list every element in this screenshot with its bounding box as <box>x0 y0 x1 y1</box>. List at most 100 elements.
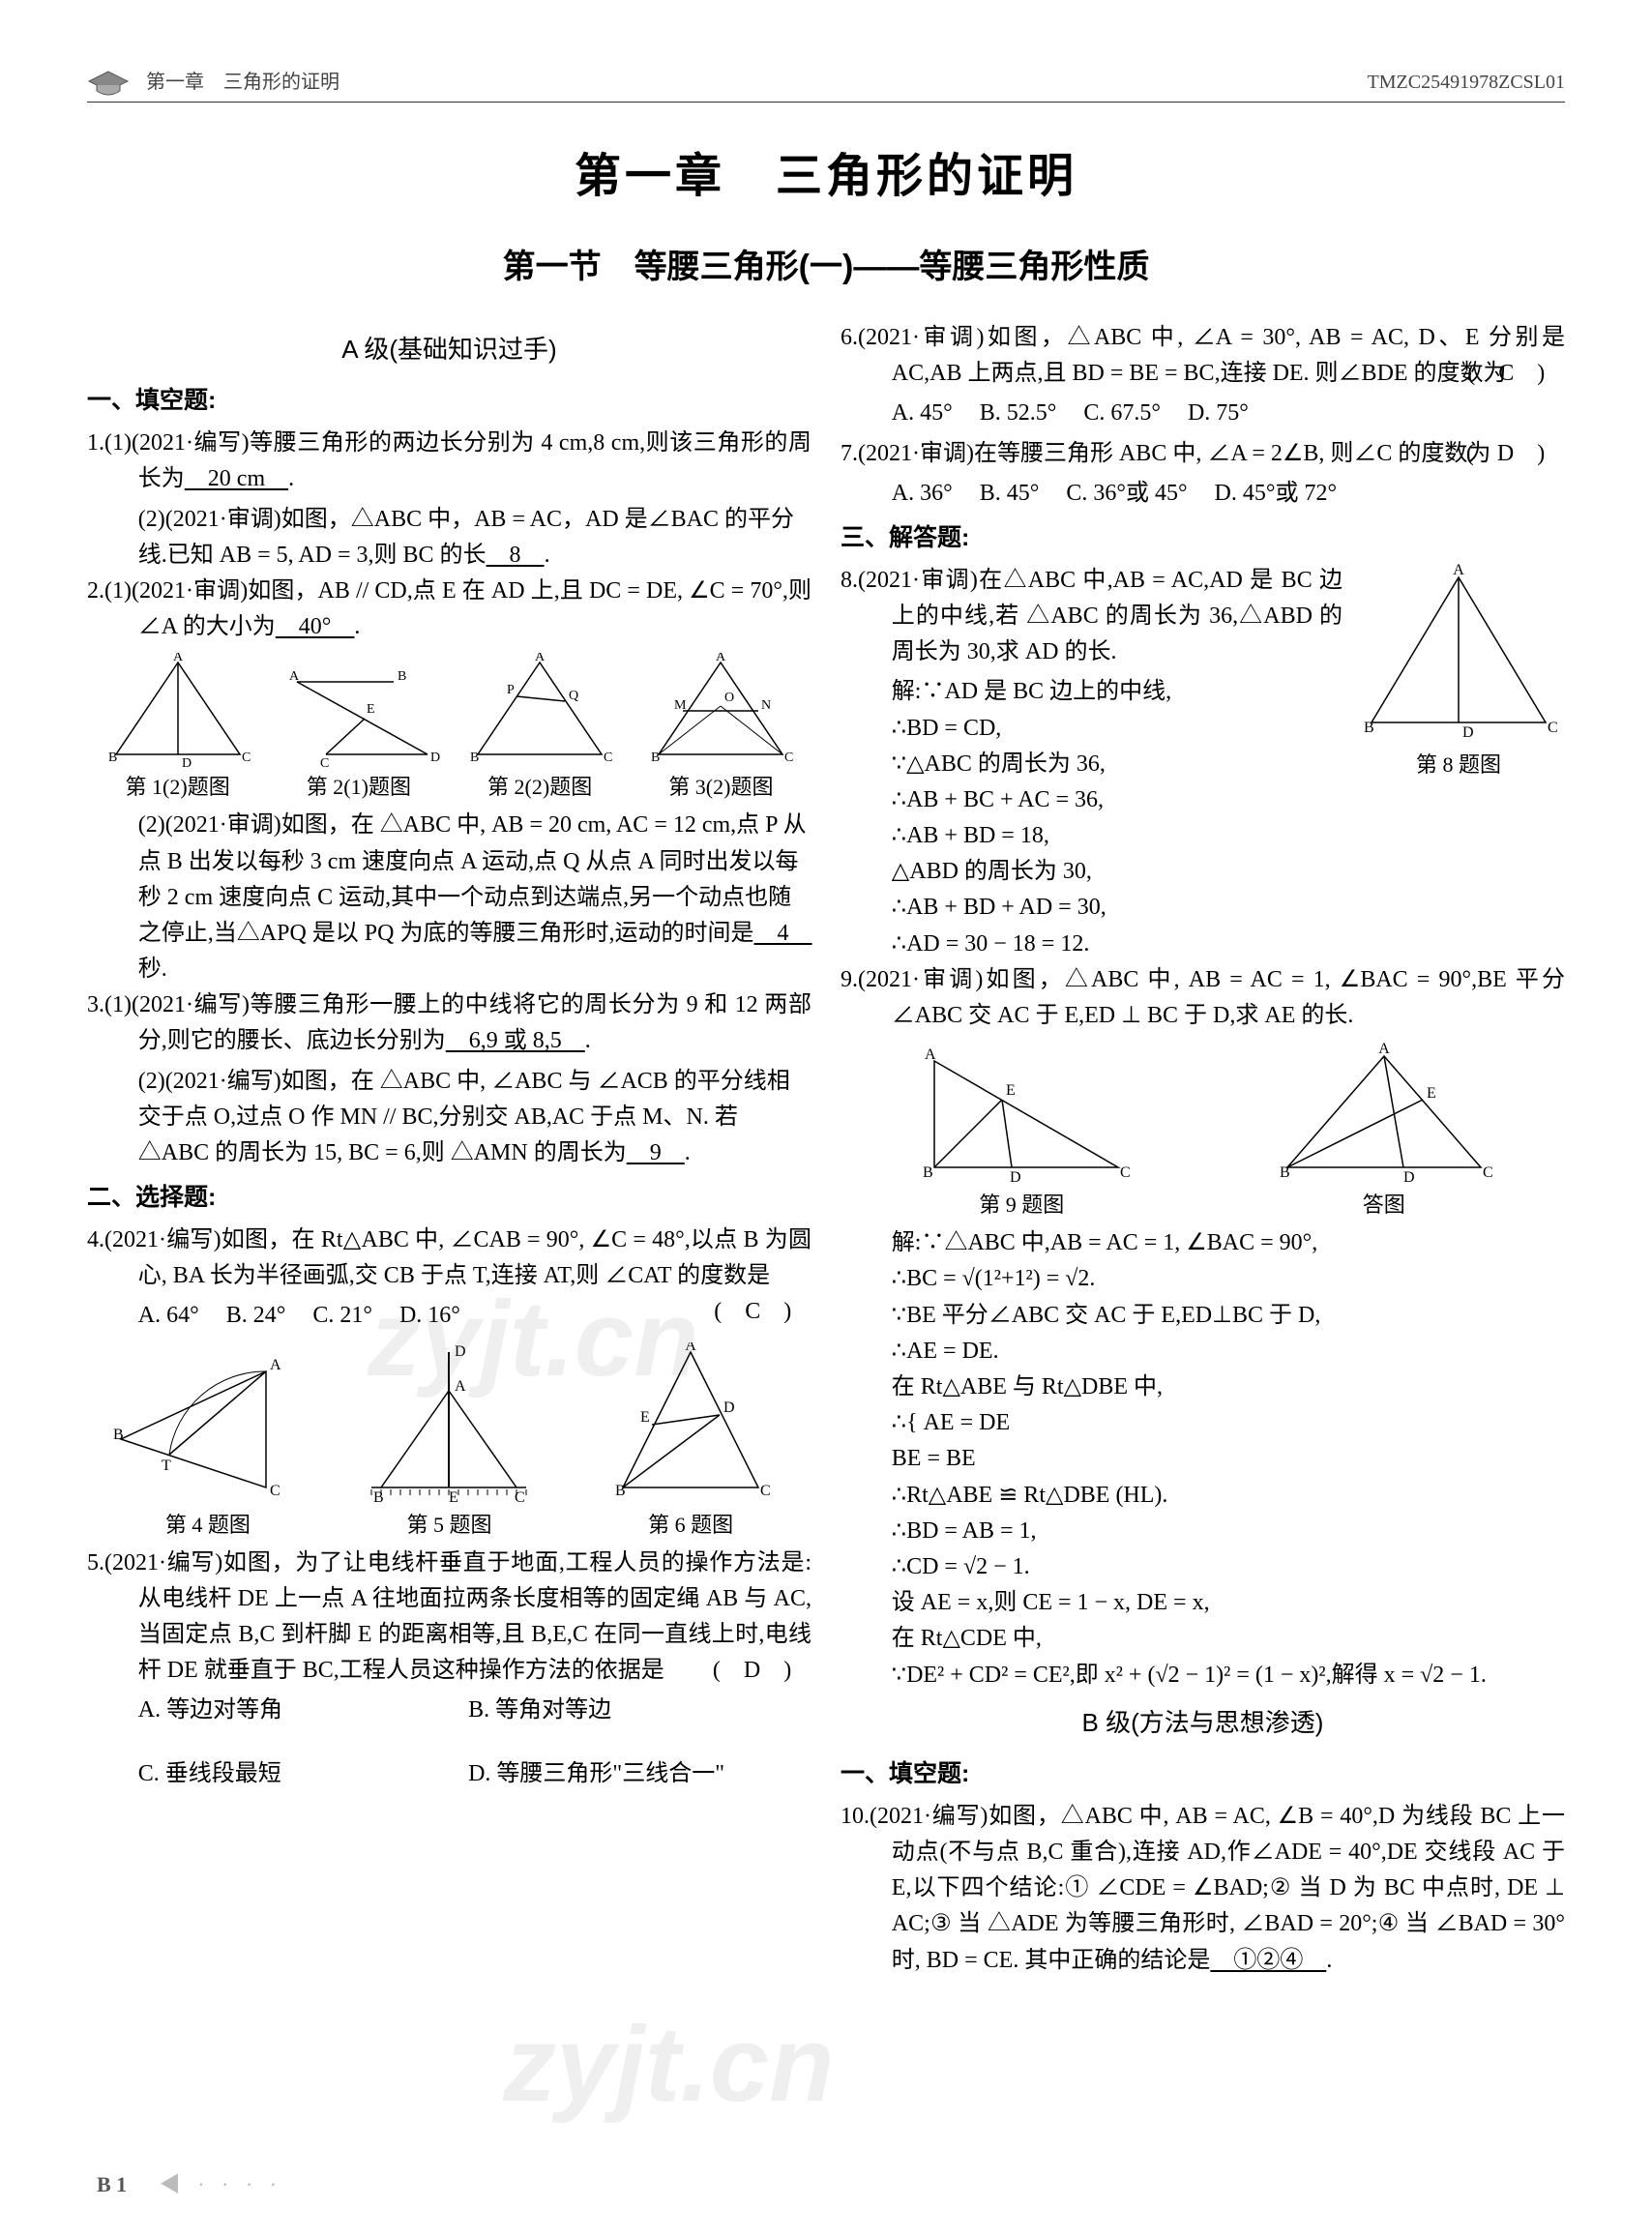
svg-text:A: A <box>289 669 300 684</box>
q7-answer: ( D ) <box>1518 436 1565 472</box>
chapter-title: 第一章 三角形的证明 <box>87 141 1565 213</box>
svg-text:P: P <box>507 683 515 697</box>
svg-text:D: D <box>1403 1169 1415 1186</box>
svg-text:O: O <box>724 691 734 705</box>
svg-text:Q: Q <box>569 689 578 703</box>
svg-text:B: B <box>470 751 479 765</box>
q3-2: (2)(2021·编写)如图，在 △ABC 中, ∠ABC 与 ∠ACB 的平分… <box>87 1064 811 1172</box>
q1-2: (2)(2021·审调)如图，△ABC 中，AB = AC，AD 是∠BAC 的… <box>87 502 811 574</box>
q5-opts: A. 等边对等角 B. 等角对等边 C. 垂线段最短 D. 等腰三角形"三线合一… <box>87 1693 811 1791</box>
svg-text:D: D <box>430 751 440 765</box>
q7d: D. 45°或 72° <box>1215 476 1338 512</box>
ans1-1: 20 cm <box>185 466 288 491</box>
svg-text:A: A <box>925 1046 936 1063</box>
ans1-2: 8 <box>487 543 545 568</box>
q5b: B. 等角对等边 <box>468 1693 771 1728</box>
svg-text:B: B <box>1280 1164 1290 1181</box>
svg-text:N: N <box>761 698 771 713</box>
svg-text:E: E <box>640 1409 650 1426</box>
q6: 6.(2021·审调)如图，△ABC 中, ∠A = 30°, AB = AC,… <box>841 320 1565 392</box>
q1-1: 1.(1)(2021·编写)等腰三角形的两边长分别为 4 cm,8 cm,则该三… <box>87 426 811 497</box>
svg-text:A: A <box>535 653 546 664</box>
sol9: 解:∵△ABC 中,AB = AC = 1, ∠BAC = 90°, ∴BC =… <box>841 1225 1565 1693</box>
fig-9: ABCED 第 9 题图 <box>896 1042 1147 1222</box>
figcap-2-2: 第 2(2)题图 <box>458 771 621 804</box>
svg-text:B: B <box>373 1489 384 1506</box>
ans10: ①②④ <box>1210 1948 1326 1973</box>
ans2-1: 40° <box>276 614 355 639</box>
page-num-text: B 1 <box>97 2172 127 2196</box>
svg-text:C: C <box>1548 720 1558 736</box>
figcap-1-2: 第 1(2)题图 <box>97 771 259 804</box>
page-number: B 1 ◀ · · · · <box>97 2168 282 2201</box>
breadcrumb-text: 第一章 三角形的证明 <box>146 72 339 93</box>
svg-text:A: A <box>270 1357 281 1373</box>
figcap-2-1: 第 2(1)题图 <box>278 771 440 804</box>
fig-3-2: ABCMNO 第 3(2)题图 <box>639 653 802 804</box>
figcap-6: 第 6 题图 <box>594 1509 787 1542</box>
q5a: A. 等边对等角 <box>138 1693 441 1728</box>
svg-text:A: A <box>716 653 726 664</box>
svg-text:A: A <box>1378 1042 1390 1057</box>
svg-text:D: D <box>1462 724 1474 741</box>
svg-text:C: C <box>320 756 329 769</box>
svg-text:C: C <box>760 1483 771 1499</box>
fig-row-9: ABCED 第 9 题图 ABCDE 答图 <box>841 1042 1565 1222</box>
svg-text:C: C <box>270 1483 280 1499</box>
svg-text:C: C <box>604 751 612 765</box>
svg-text:E: E <box>449 1489 458 1506</box>
q7a: A. 36° <box>892 476 953 512</box>
q5: 5.(2021·编写)如图，为了让电线杆垂直于地面,工程人员的操作方法是:从电线… <box>87 1546 811 1690</box>
svg-text:B: B <box>923 1164 933 1181</box>
svg-text:B: B <box>108 751 117 765</box>
footer-dots: ◀ · · · · <box>133 2172 282 2196</box>
q6-text: 6.(2021·审调)如图，△ABC 中, ∠A = 30°, AB = AC,… <box>841 325 1565 386</box>
q7-text: 7.(2021·审调)在等腰三角形 ABC 中, ∠A = 2∠B, 则∠C 的… <box>841 441 1490 466</box>
svg-text:C: C <box>1483 1164 1493 1181</box>
q2-2b: 秒. <box>138 957 167 982</box>
q10-text: 10.(2021·编写)如图，△ABC 中, AB = AC, ∠B = 40°… <box>841 1804 1565 1973</box>
q6c: C. 67.5° <box>1083 396 1161 431</box>
fig-5: DABEC 第 5 题图 <box>352 1342 546 1542</box>
fig-2-1: A B C D E 第 2(1)题图 <box>278 653 440 804</box>
fig-8: A B C D 第 8 题图 <box>1352 563 1565 781</box>
svg-text:B: B <box>1364 720 1374 736</box>
q4c: C. 21° <box>312 1298 372 1334</box>
section-title: 第一节 等腰三角形(一)——等腰三角形性质 <box>87 242 1565 293</box>
fill-heading-b: 一、填空题: <box>841 1755 1565 1793</box>
breadcrumb: 第一章 三角形的证明 <box>87 68 339 98</box>
svg-text:A: A <box>1453 563 1464 578</box>
figcap-8: 第 8 题图 <box>1352 749 1565 781</box>
choice-heading: 二、选择题: <box>87 1179 811 1217</box>
svg-text:M: M <box>674 698 687 713</box>
q5-text: 5.(2021·编写)如图，为了让电线杆垂直于地面,工程人员的操作方法是:从电线… <box>87 1550 811 1684</box>
q5c: C. 垂线段最短 <box>138 1756 441 1792</box>
sol8: 解:∵AD 是 BC 边上的中线, ∴BD = CD, ∵△ABC 的周长为 3… <box>841 674 1342 962</box>
q4-opts: A. 64° B. 24° C. 21° D. 16° <box>87 1298 765 1334</box>
q2-2: (2)(2021·审调)如图，在 △ABC 中, AB = 20 cm, AC … <box>87 808 811 987</box>
svg-text:E: E <box>1427 1085 1436 1102</box>
q2-1: 2.(1)(2021·审调)如图，AB // CD,点 E 在 AD 上,且 D… <box>87 574 811 645</box>
q9: 9.(2021·审调)如图，△ABC 中, AB = AC = 1, ∠BAC … <box>841 962 1565 1034</box>
svg-text:B: B <box>398 669 406 684</box>
svg-text:C: C <box>1120 1164 1131 1181</box>
svg-text:B: B <box>113 1427 124 1443</box>
svg-text:E: E <box>367 702 375 717</box>
q6d: D. 75° <box>1188 396 1249 431</box>
svg-text:D: D <box>1010 1169 1021 1186</box>
svg-text:D: D <box>182 756 192 769</box>
ans3-1: 6,9 或 8,5 <box>446 1028 585 1053</box>
header-bar: 第一章 三角形的证明 TMZC25491978ZCSL01 <box>87 68 1565 103</box>
svg-text:A: A <box>685 1342 696 1354</box>
q3-1: 3.(1)(2021·编写)等腰三角形一腰上的中线将它的周长分为 9 和 12 … <box>87 987 811 1059</box>
svg-text:A: A <box>455 1378 466 1395</box>
q2-2-text: (2)(2021·审调)如图，在 △ABC 中, AB = 20 cm, AC … <box>138 812 807 946</box>
svg-text:D: D <box>723 1399 735 1416</box>
q3-2-text: (2)(2021·编写)如图，在 △ABC 中, ∠ABC 与 ∠ACB 的平分… <box>138 1069 790 1165</box>
level-b-heading: B 级(方法与思想渗透) <box>841 1703 1565 1742</box>
q7-opts: A. 36° B. 45° C. 36°或 45° D. 45°或 72° <box>841 476 1565 512</box>
q10: 10.(2021·编写)如图，△ABC 中, AB = AC, ∠B = 40°… <box>841 1799 1565 1979</box>
left-column: A 级(基础知识过手) 一、填空题: 1.(1)(2021·编写)等腰三角形的两… <box>87 320 811 1983</box>
q4a: A. 64° <box>138 1298 199 1334</box>
svg-text:B: B <box>651 751 660 765</box>
